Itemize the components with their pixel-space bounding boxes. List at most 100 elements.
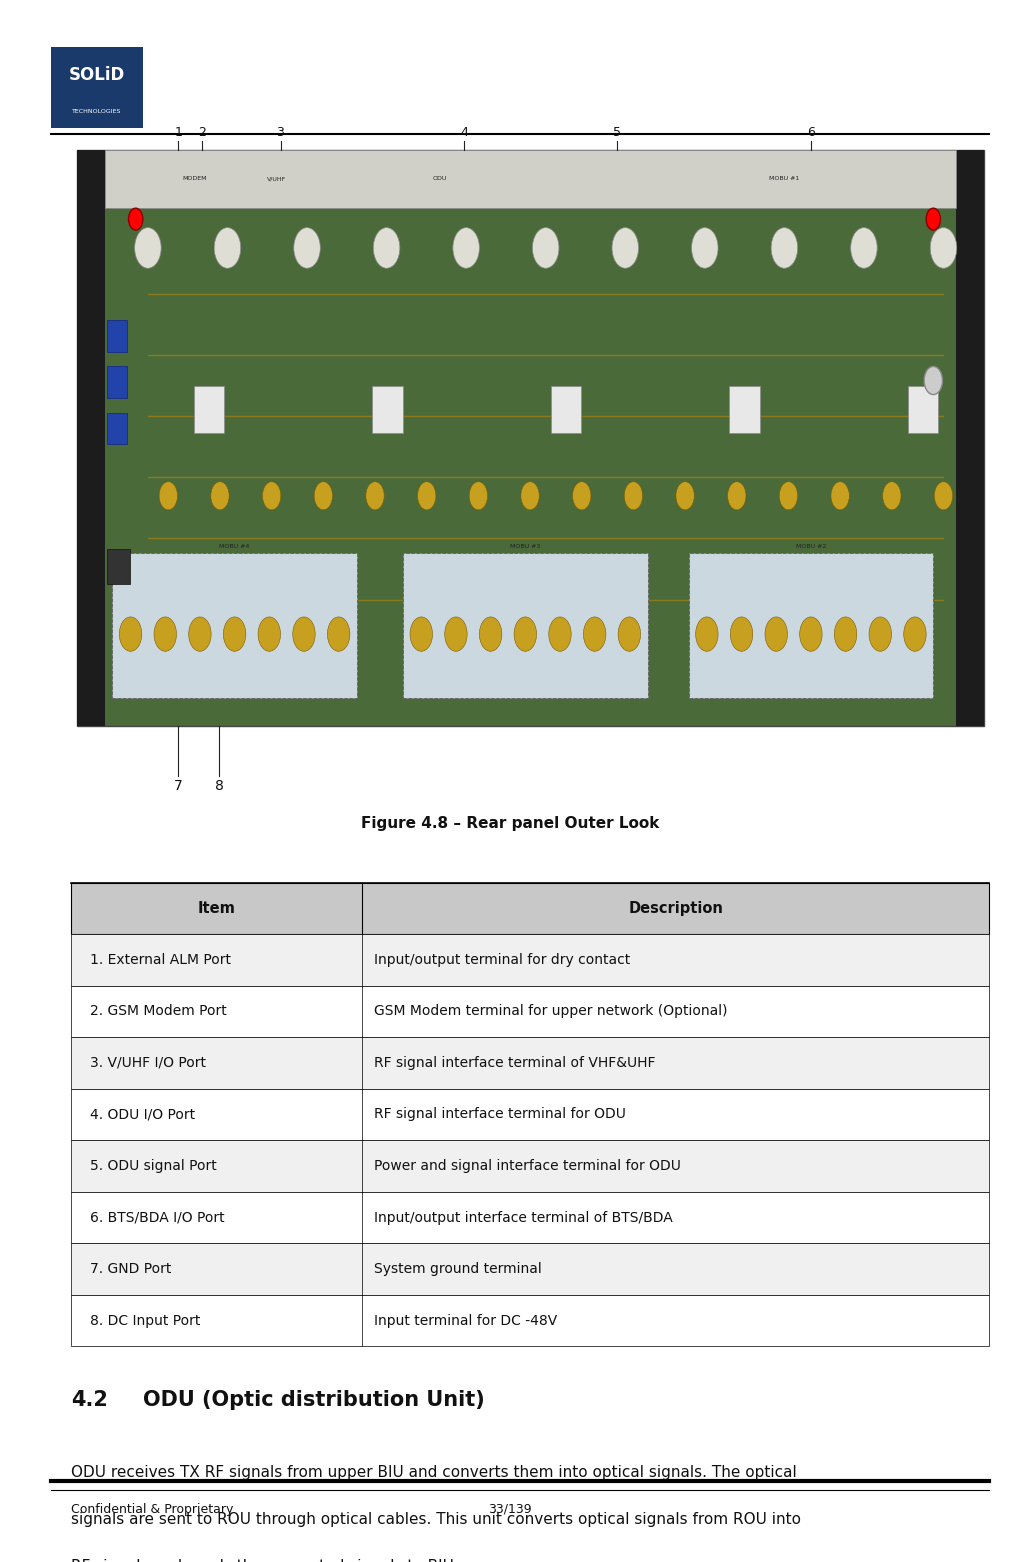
Text: ODU receives TX RF signals from upper BIU and converts them into optical signals: ODU receives TX RF signals from upper BI… [71, 1465, 797, 1481]
Text: 4: 4 [460, 127, 468, 139]
Text: Input/output interface terminal of BTS/BDA: Input/output interface terminal of BTS/B… [374, 1211, 673, 1225]
Circle shape [691, 228, 717, 269]
Text: 5: 5 [612, 127, 621, 139]
Circle shape [764, 617, 787, 651]
Circle shape [373, 228, 399, 269]
Circle shape [730, 617, 752, 651]
Text: 4.2: 4.2 [71, 1390, 108, 1410]
Circle shape [258, 617, 280, 651]
Circle shape [154, 617, 176, 651]
FancyBboxPatch shape [51, 47, 143, 128]
Text: Input/output terminal for dry contact: Input/output terminal for dry contact [374, 953, 630, 967]
FancyBboxPatch shape [112, 553, 357, 698]
Circle shape [611, 228, 638, 269]
Circle shape [452, 228, 479, 269]
FancyBboxPatch shape [71, 934, 988, 986]
Text: 6. BTS/BDA I/O Port: 6. BTS/BDA I/O Port [90, 1211, 224, 1225]
Circle shape [618, 617, 640, 651]
Text: 2: 2 [198, 127, 206, 139]
Circle shape [417, 481, 435, 509]
Text: System ground terminal: System ground terminal [374, 1262, 541, 1276]
Text: 8: 8 [215, 779, 223, 793]
Circle shape [770, 228, 797, 269]
Text: Figure 4.8 – Rear panel Outer Look: Figure 4.8 – Rear panel Outer Look [361, 815, 658, 831]
Circle shape [624, 481, 642, 509]
Circle shape [262, 481, 280, 509]
Circle shape [292, 617, 315, 651]
Circle shape [469, 481, 487, 509]
Circle shape [727, 481, 745, 509]
FancyBboxPatch shape [372, 386, 403, 433]
Text: 3: 3 [276, 127, 284, 139]
FancyBboxPatch shape [71, 1037, 988, 1089]
Circle shape [293, 228, 320, 269]
Circle shape [189, 617, 211, 651]
Text: 7. GND Port: 7. GND Port [90, 1262, 171, 1276]
FancyBboxPatch shape [105, 150, 955, 208]
Circle shape [929, 228, 956, 269]
Circle shape [925, 208, 940, 230]
FancyBboxPatch shape [194, 386, 224, 433]
FancyBboxPatch shape [688, 553, 932, 698]
Text: RF signal interface terminal for ODU: RF signal interface terminal for ODU [374, 1107, 626, 1122]
Text: 1: 1 [174, 127, 182, 139]
FancyBboxPatch shape [107, 367, 127, 398]
Circle shape [211, 481, 229, 509]
Text: MOBU #3: MOBU #3 [510, 544, 540, 548]
Text: MOBU #4: MOBU #4 [219, 544, 250, 548]
Text: 8. DC Input Port: 8. DC Input Port [90, 1314, 200, 1328]
Circle shape [366, 481, 384, 509]
Text: MOBU #1: MOBU #1 [768, 177, 799, 181]
Circle shape [923, 367, 942, 395]
Circle shape [327, 617, 350, 651]
Circle shape [444, 617, 467, 651]
Text: Power and signal interface terminal for ODU: Power and signal interface terminal for … [374, 1159, 681, 1173]
Circle shape [583, 617, 605, 651]
Text: 33/139: 33/139 [488, 1503, 531, 1515]
Circle shape [830, 481, 849, 509]
Circle shape [548, 617, 571, 651]
FancyBboxPatch shape [71, 1243, 988, 1295]
Circle shape [514, 617, 536, 651]
Circle shape [933, 481, 952, 509]
FancyBboxPatch shape [71, 986, 988, 1037]
FancyBboxPatch shape [403, 553, 647, 698]
FancyBboxPatch shape [71, 883, 988, 934]
Circle shape [695, 617, 717, 651]
FancyBboxPatch shape [907, 386, 937, 433]
Text: Item: Item [198, 901, 235, 915]
Circle shape [135, 228, 161, 269]
FancyBboxPatch shape [71, 1089, 988, 1140]
Text: 7: 7 [174, 779, 182, 793]
FancyBboxPatch shape [76, 150, 105, 726]
Circle shape [159, 481, 177, 509]
Text: 6: 6 [806, 127, 814, 139]
FancyBboxPatch shape [71, 1192, 988, 1243]
Text: 2. GSM Modem Port: 2. GSM Modem Port [90, 1004, 226, 1018]
Circle shape [799, 617, 821, 651]
Circle shape [572, 481, 590, 509]
Circle shape [881, 481, 900, 509]
Circle shape [868, 617, 891, 651]
FancyBboxPatch shape [955, 150, 983, 726]
Text: 1. External ALM Port: 1. External ALM Port [90, 953, 230, 967]
Text: Input terminal for DC -48V: Input terminal for DC -48V [374, 1314, 557, 1328]
Circle shape [119, 617, 142, 651]
Circle shape [128, 208, 143, 230]
Text: 4. ODU I/O Port: 4. ODU I/O Port [90, 1107, 195, 1122]
FancyBboxPatch shape [107, 412, 127, 444]
FancyBboxPatch shape [729, 386, 759, 433]
Circle shape [532, 228, 558, 269]
Circle shape [223, 617, 246, 651]
Text: TECHNOLOGIES: TECHNOLOGIES [72, 109, 121, 114]
Text: ODU (Optic distribution Unit): ODU (Optic distribution Unit) [143, 1390, 484, 1410]
FancyBboxPatch shape [550, 386, 581, 433]
Text: RF signals and sends the converted signals to BIU.: RF signals and sends the converted signa… [71, 1559, 459, 1562]
Circle shape [521, 481, 539, 509]
FancyBboxPatch shape [71, 1140, 988, 1192]
Text: 3. V/UHF I/O Port: 3. V/UHF I/O Port [90, 1056, 206, 1070]
Circle shape [834, 617, 856, 651]
Text: Confidential & Proprietary: Confidential & Proprietary [71, 1503, 233, 1515]
Text: MODEM: MODEM [182, 177, 207, 181]
Text: Description: Description [628, 901, 722, 915]
